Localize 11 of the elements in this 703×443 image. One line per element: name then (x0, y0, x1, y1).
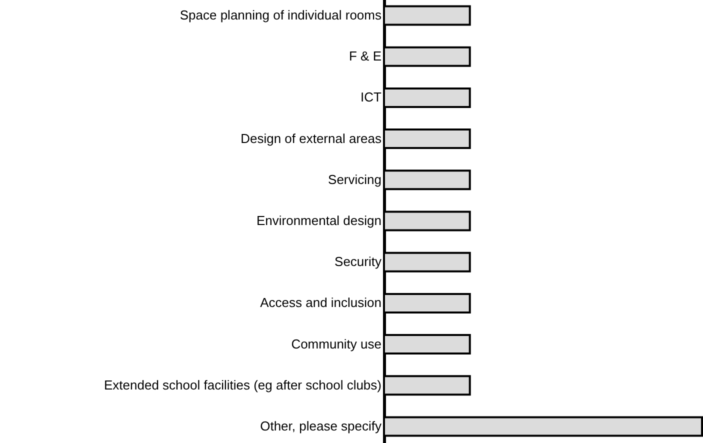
y-tick-label: Other, please specify (260, 418, 382, 434)
y-tick-label: F & E (348, 48, 382, 64)
y-tick-label: Space planning of individual rooms (180, 8, 382, 23)
y-tick-label: Environmental design (256, 213, 382, 228)
y-tick-label: Access and inclusion (260, 295, 382, 310)
y-tick-label: Design of external areas (240, 130, 382, 146)
y-tick-label: ICT (360, 90, 382, 105)
y-tick-label: Security (334, 254, 382, 270)
y-tick-label: Extended school facilities (eg after school clubs) (104, 377, 382, 392)
y-tick-label: Servicing (328, 172, 382, 187)
y-tick-label: Community use (291, 336, 382, 352)
